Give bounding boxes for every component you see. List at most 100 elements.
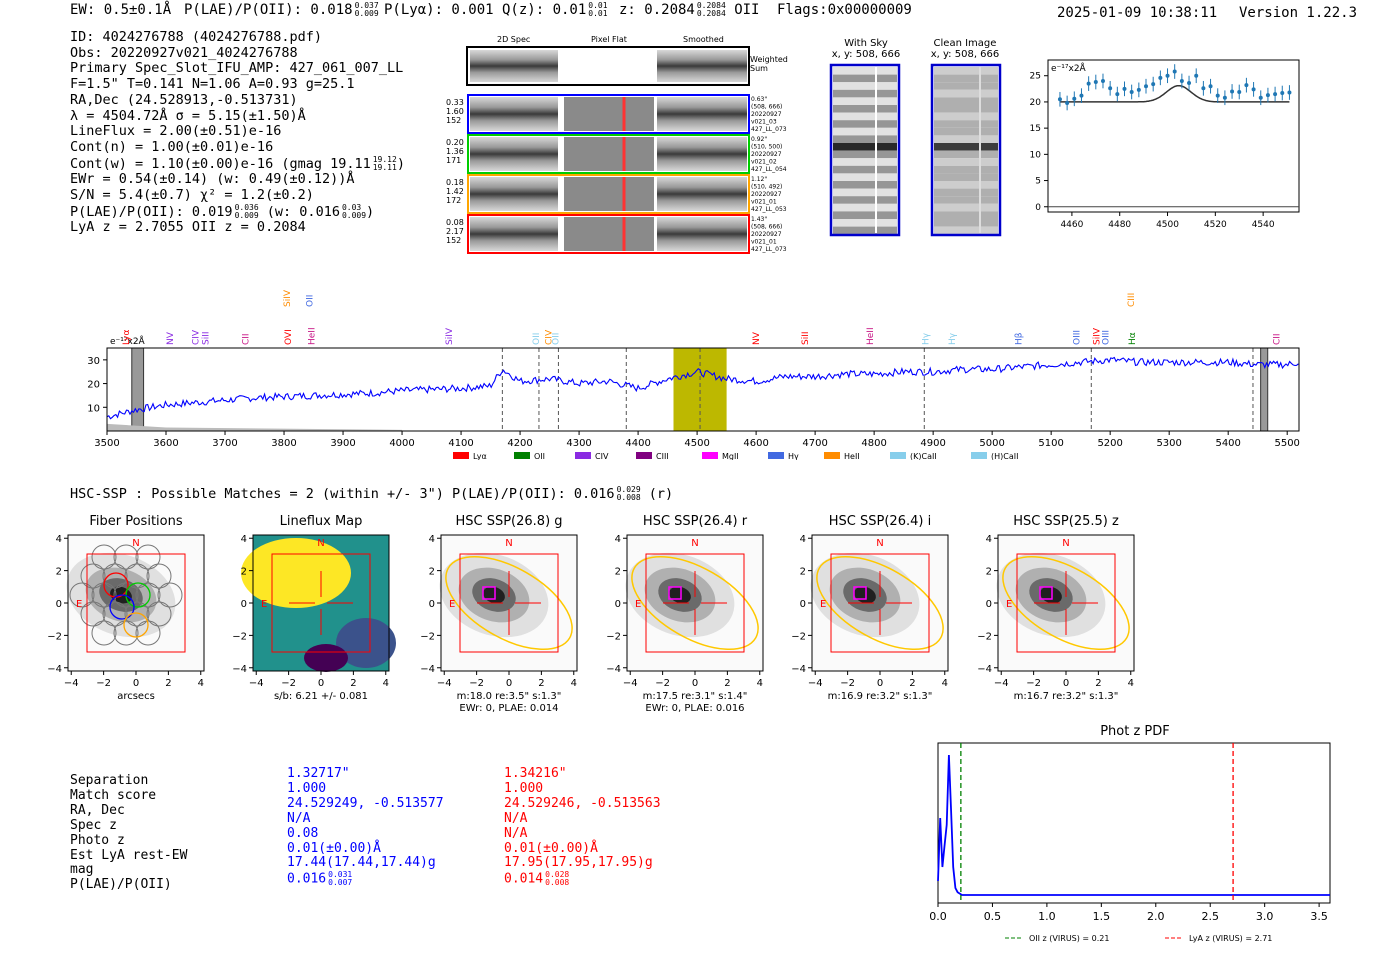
legend-label: CIII [656,452,669,460]
search-box [459,553,559,653]
spectral-line-label: CII [242,333,252,345]
match-marker [853,586,867,600]
fiber-circle [91,544,117,570]
match-1-value: 17.44(17.44,17.44)g [287,855,436,871]
search-box [1016,553,1116,653]
fit-point [1187,81,1192,86]
info-fit: F=1.5" T=0.141 N=1.06 A=0.93 g=25.1 [70,76,355,93]
lineflux-blob [241,538,351,608]
hsc-ytick-label: −2 [606,631,621,642]
hsc-header-band: (r) [648,486,674,502]
lineflux-low [336,618,396,668]
north-label: N [317,538,324,549]
legend-label: OII [534,452,545,460]
header-z-line: OII [734,2,760,18]
legend-label: HeII [844,452,860,460]
photz-xtick-label: 0.0 [929,910,947,923]
hsc-panel: HSC SSP(26.4) r N E −4−4 −2 −2 0 0 2 2 4 4 m:17.5 re… [606,514,764,714]
match-marker [668,586,682,600]
row-meta: 20220927 [751,151,782,158]
spectrum-xtick-label: 5300 [1156,438,1181,449]
photz-xtick-label: 3.0 [1256,910,1274,923]
selected-fiber [109,594,135,620]
lineflux-min [304,644,348,672]
spectral-line-label: OIII [1101,330,1111,345]
clean-band [934,97,998,105]
match-2-value: 1.000 [504,780,544,796]
hsc-ytick-label: 4 [429,534,435,545]
info-contn: Cont(n) = 1.00(±0.01)e-16 [70,138,274,155]
header-plae-lo: 0.009 [354,9,379,18]
row-meta: 427_LL_054 [751,166,787,173]
match-2-value: 17.95(17.95,17.95)g [504,855,653,871]
match-row-label: Match score [70,787,157,803]
info-plae-w-hi: 0.03 [341,202,362,212]
fit-model-curve [1060,84,1290,103]
line-fit-plot: 4460 4480 4500 4520 4540 0 5 10 15 20 25 e⁻¹⁷x2Å [1030,59,1300,230]
row-meta: 20220927 [751,231,782,238]
fiber-circle [157,582,183,608]
spectrum-ytick-label: 10 [87,403,100,414]
hsc-xtick-label: 4 [1128,678,1134,689]
info-ewr: EWr = 0.54(±0.14) (w: 0.49(±0.12))Å [70,171,355,188]
match-1-value: 0.016 0.031 0.007 [287,870,353,888]
cutout-col-2d: 2D Spec [497,35,531,44]
hsc-panel: Lineflux Map N E −4−4 −2 −2 0 0 2 2 4 4 s/b: 6.21 +/… [232,514,396,702]
spectral-line-label: Lyα [122,329,132,345]
spectrum-ytick-label: 20 [87,380,100,391]
spectral-line-label: CIV [544,329,554,345]
spectral-line-label: SiII [201,331,211,345]
sky-band [833,112,897,121]
sky-band [833,127,897,136]
hsc-xtick-label: −4 [437,678,452,689]
selected-fiber [123,612,149,638]
aperture-ellipse [1002,555,1130,651]
header-z: z: 0.2084 0.2084 0.2084 OII [619,2,760,19]
match-2-value: 0.014 0.028 0.008 [504,870,570,888]
fit-point [1122,86,1127,91]
hsc-panel: HSC SSP(26.4) i N E −4−4 −2 −2 0 0 2 2 4 4 m:16.9 re… [791,514,949,702]
clean-band [934,105,998,113]
full-spectrum-plot: 3500 3600 3700 3800 3900 4000 4100 4200 4300 4400… [87,289,1300,460]
sky-band [833,143,897,151]
hsc-ytick-label: −2 [232,631,247,642]
match-row-label: P(LAE)/P(OII) [70,877,172,893]
row-frame [467,134,750,174]
fit-point [1165,73,1170,78]
photz-pdf-plot: 0.0 0.5 1.0 1.5 2.0 2.5 3.0 3.5 OII z (VIRUS) = … [929,742,1331,943]
spectrum-units-label: e⁻¹⁷x2Å [110,335,146,347]
match-marker [1039,586,1053,600]
clean-band [934,203,998,212]
aperture-ellipse [631,555,759,651]
hsc-ytick-label: −4 [977,664,992,675]
match-row-label: mag [70,862,94,878]
row-pixel-flat [564,177,654,211]
hsc-xtick-label: 2 [909,678,915,689]
spectral-line-label: SiIV [1093,327,1103,345]
sum-label: Sum [750,64,768,73]
row-stat: 172 [446,196,461,205]
fit-point [1172,69,1177,74]
spectrum-xtick-label: 3900 [330,438,355,449]
sky-band [833,219,897,227]
fiber-circle [80,563,106,589]
sky-band [833,158,897,166]
info-plae-w: (w: 0.016 [266,203,340,220]
hsc-panel-sub1: s/b: 6.21 +/- 0.081 [274,691,368,702]
spectral-line-label: NV [752,331,762,345]
fiber-circle [91,620,117,646]
clean-band [934,226,998,235]
row-meta: 0.63" [751,96,767,103]
row-meta: v021_02 [751,159,777,166]
spectrum-xtick-label: 5500 [1274,438,1299,449]
match-2-value: N/A [504,810,528,826]
match-row-label: Est LyA rest-EW [70,847,188,863]
search-box [271,553,371,653]
hsc-ytick-label: −4 [232,664,247,675]
fiber-circle [80,601,106,627]
spectrum-xtick-label: 4900 [920,438,945,449]
hsc-ytick-label: −2 [977,631,992,642]
clean-title: Clean Image x, y: 508, 666 [930,38,1000,60]
hsc-ytick-label: 4 [241,534,247,545]
